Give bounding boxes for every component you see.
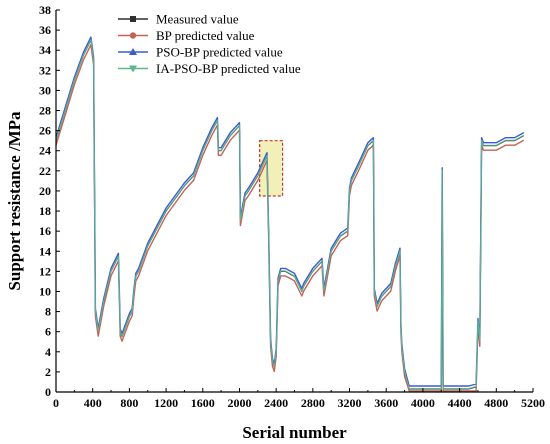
x-tick-label: 3600 — [374, 396, 398, 410]
y-tick-label: 38 — [39, 3, 51, 17]
y-tick-label: 6 — [45, 325, 51, 339]
y-tick-label: 30 — [39, 83, 51, 97]
x-tick-label: 2800 — [301, 396, 325, 410]
x-tick-label: 2000 — [227, 396, 251, 410]
y-tick-label: 32 — [39, 63, 51, 77]
legend-marker-1 — [130, 16, 136, 22]
x-tick-label: 4800 — [484, 396, 508, 410]
y-tick-label: 8 — [45, 305, 51, 319]
y-tick-label: 16 — [39, 224, 51, 238]
x-tick-label: 4000 — [411, 396, 435, 410]
y-tick-label: 20 — [39, 184, 51, 198]
x-tick-label: 2400 — [264, 396, 288, 410]
y-tick-label: 4 — [45, 345, 51, 359]
axes-group: 0 400 800 1200 1600 2000 2400 2800 3200 3600 4000 4… — [39, 3, 545, 410]
y-tick-label: 14 — [39, 244, 51, 258]
y-tick-label: 12 — [39, 264, 51, 278]
legend-label-4: IA-PSO-BP predicted value — [156, 61, 301, 76]
x-tick-label: 4400 — [448, 396, 472, 410]
series-line-4 — [55, 39, 525, 389]
legend-label-2: BP predicted value — [156, 28, 255, 43]
y-tick-label: 36 — [39, 23, 51, 37]
x-tick-label: 800 — [120, 396, 138, 410]
y-tick-label: 26 — [39, 124, 51, 138]
x-tick-label: 1200 — [154, 396, 178, 410]
x-tick-label: 0 — [53, 396, 59, 410]
x-tick-label: 3200 — [338, 396, 362, 410]
y-tick-label: 2 — [45, 365, 51, 379]
legend-marker-4 — [129, 65, 137, 73]
y-tick-label: 28 — [39, 104, 51, 118]
series-group — [55, 36, 525, 392]
y-tick-label: 18 — [39, 204, 51, 218]
y-tick-label: 24 — [39, 144, 51, 158]
legend-marker-2 — [129, 32, 137, 39]
y-tick-label: 0 — [45, 385, 51, 399]
y-tick-label: 34 — [39, 43, 51, 57]
x-tick-label: 1600 — [191, 396, 215, 410]
y-tick-label: 10 — [39, 284, 51, 298]
x-tick-label: 400 — [84, 396, 102, 410]
y-tick-label: 22 — [39, 164, 51, 178]
legend-label-3: PSO-BP predicted value — [156, 45, 283, 60]
legend-label-1: Measured value — [156, 12, 239, 27]
x-tick-label: 5200 — [521, 396, 545, 410]
legend-marker-3 — [129, 48, 137, 55]
x-axis-title: Serial number — [242, 423, 347, 442]
highlight-box — [259, 140, 284, 197]
y-axis-title: Support resistance /MPa — [5, 111, 24, 291]
